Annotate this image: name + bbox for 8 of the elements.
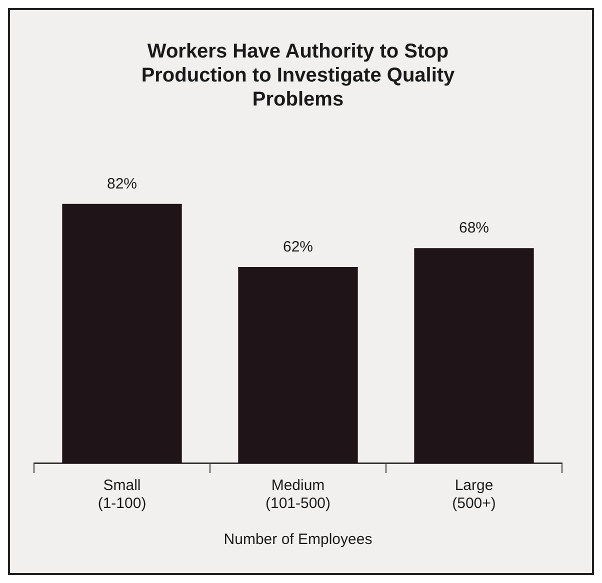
data-label: 68% — [458, 220, 490, 237]
data-label: 82% — [106, 175, 138, 192]
x-tick-label: Small (1-100) — [98, 477, 146, 512]
x-tick-label: Large (500+) — [452, 477, 496, 512]
x-axis-title: Number of Employees — [224, 531, 372, 548]
chart-title: Workers Have Authority to Stop Production to Investigate Quality Problems — [141, 40, 456, 111]
data-label: 62% — [282, 238, 314, 256]
x-tick-label: Medium (101-500) — [265, 477, 331, 512]
